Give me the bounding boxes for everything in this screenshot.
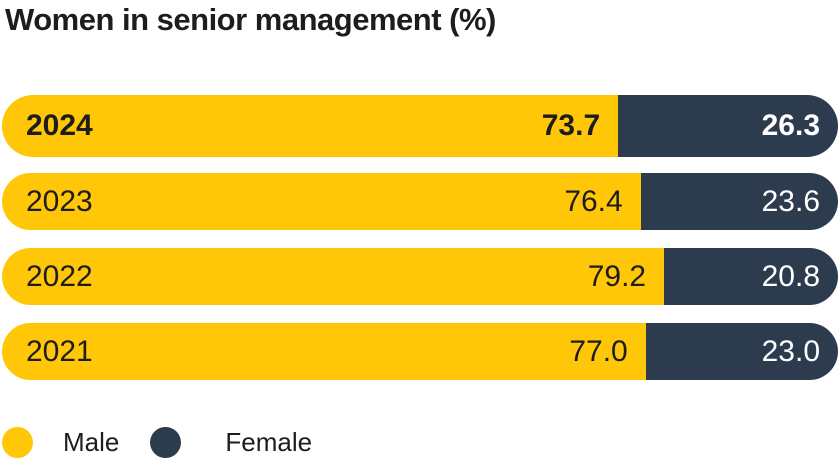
- male-bar-segment: 2021 77.0: [2, 323, 646, 380]
- female-bar-segment: 23.0: [645, 323, 838, 380]
- male-bar-segment: 2024 73.7: [2, 95, 619, 157]
- female-value-label: 23.0: [761, 334, 820, 368]
- legend-label-male: Male: [63, 427, 120, 457]
- male-value-label: 73.7: [541, 109, 601, 142]
- stacked-bar-chart: 2024 73.7 26.3 2023 76.4 23.6 2022 79.2 …: [2, 95, 838, 398]
- year-label: 2022: [26, 259, 93, 293]
- chart-title: Women in senior management (%): [5, 2, 496, 37]
- bar-row-2021: 2021 77.0 23.0: [2, 323, 838, 380]
- female-value-label: 20.8: [761, 259, 820, 293]
- bar-row-2024: 2024 73.7 26.3: [2, 95, 838, 157]
- male-swatch-icon: [2, 427, 33, 458]
- female-bar-segment: 23.6: [640, 173, 838, 230]
- year-label: 2024: [26, 109, 93, 142]
- female-bar-segment: 20.8: [664, 248, 838, 305]
- female-swatch-icon: [150, 427, 182, 458]
- legend-item-male: Male: [2, 427, 119, 458]
- female-value-label: 26.3: [761, 109, 820, 142]
- male-value-label: 77.0: [569, 334, 628, 368]
- legend: Male Female: [2, 427, 312, 458]
- male-value-label: 76.4: [564, 184, 623, 218]
- legend-label-female: Female: [225, 427, 313, 457]
- female-bar-segment: 26.3: [618, 95, 838, 157]
- male-bar-segment: 2023 76.4: [2, 173, 641, 230]
- year-label: 2021: [26, 334, 93, 368]
- female-value-label: 23.6: [761, 184, 820, 218]
- bar-row-2022: 2022 79.2 20.8: [2, 248, 838, 305]
- year-label: 2023: [26, 184, 93, 218]
- male-bar-segment: 2022 79.2: [2, 248, 665, 305]
- male-value-label: 79.2: [587, 259, 647, 293]
- legend-item-female: Female: [150, 427, 312, 458]
- bar-row-2023: 2023 76.4 23.6: [2, 173, 838, 230]
